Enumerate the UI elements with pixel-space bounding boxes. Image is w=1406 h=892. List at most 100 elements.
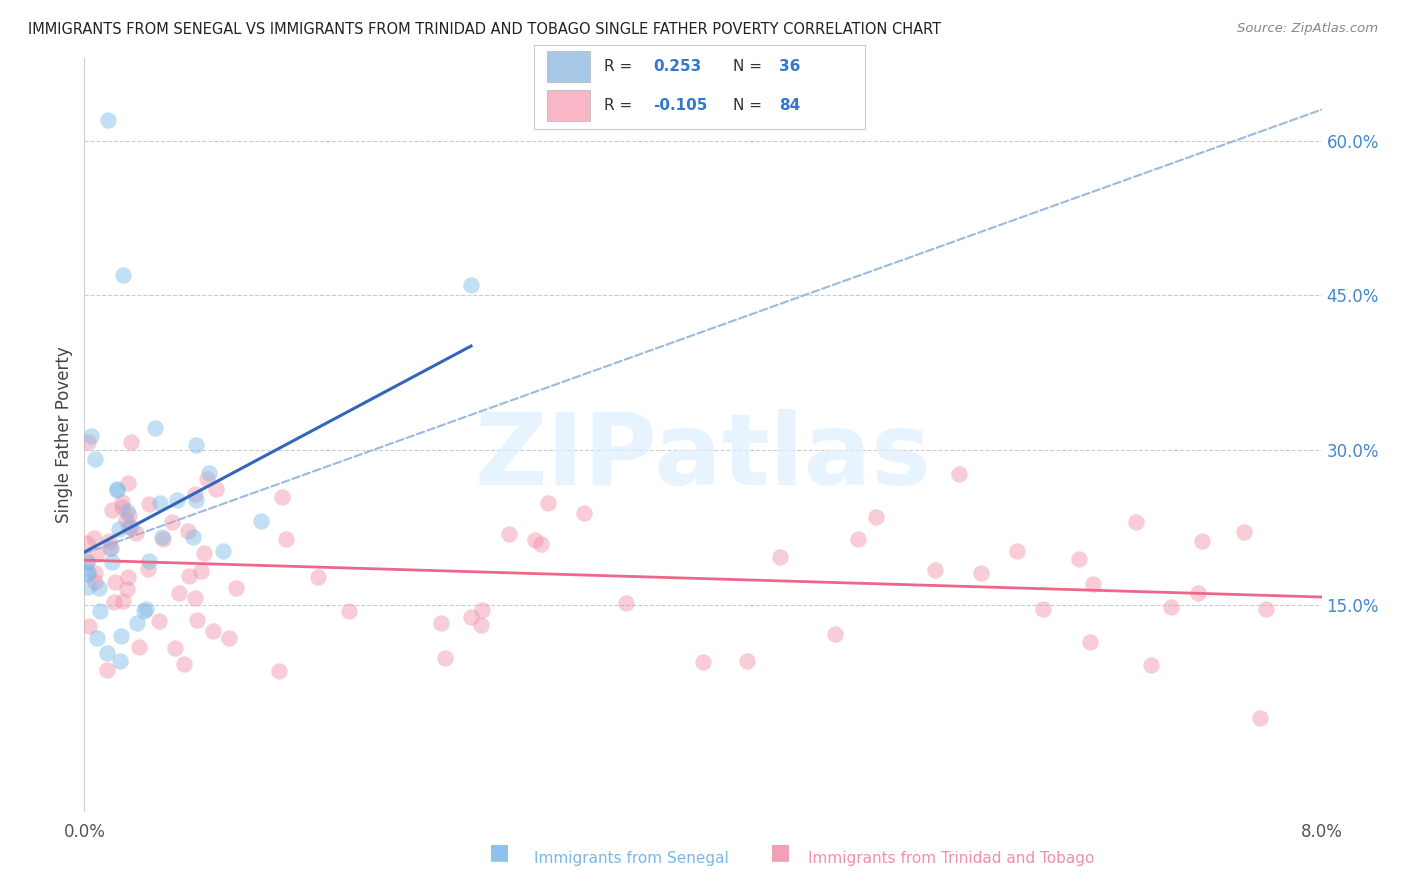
Point xyxy=(434,651,457,665)
Text: Immigrants from Senegal: Immigrants from Senegal xyxy=(534,851,730,865)
Point xyxy=(692,655,714,669)
Point xyxy=(101,555,124,569)
Point xyxy=(307,570,329,584)
Point xyxy=(212,543,235,558)
Point xyxy=(105,482,128,496)
Point xyxy=(98,541,121,556)
Text: R =: R = xyxy=(603,59,637,74)
Point xyxy=(225,581,247,595)
Point xyxy=(111,495,134,509)
Point xyxy=(1249,711,1271,725)
Point xyxy=(846,533,869,547)
Point xyxy=(112,594,135,608)
Point xyxy=(76,567,98,582)
Point xyxy=(1191,534,1213,549)
Point xyxy=(276,533,298,547)
Point xyxy=(143,421,166,435)
Point xyxy=(96,664,118,678)
Point xyxy=(118,508,141,523)
Point xyxy=(105,483,128,497)
Point xyxy=(250,514,273,528)
Point xyxy=(76,580,98,594)
Point xyxy=(186,614,208,628)
Point xyxy=(948,467,970,481)
Point xyxy=(100,503,122,517)
Point xyxy=(970,566,993,581)
Point xyxy=(84,574,107,589)
Point xyxy=(148,615,170,629)
FancyBboxPatch shape xyxy=(547,90,591,120)
Text: 36: 36 xyxy=(779,59,800,74)
Point xyxy=(337,604,360,618)
Point xyxy=(735,655,758,669)
Point xyxy=(184,591,207,605)
Text: Source: ZipAtlas.com: Source: ZipAtlas.com xyxy=(1237,22,1378,36)
Point xyxy=(138,554,160,568)
Point xyxy=(110,629,132,643)
Point xyxy=(924,563,946,577)
Point xyxy=(80,428,103,442)
Point xyxy=(460,278,482,293)
Point xyxy=(114,513,136,527)
Point xyxy=(87,581,110,595)
Point xyxy=(460,609,482,624)
Point xyxy=(77,566,100,580)
Point xyxy=(523,533,546,547)
Point xyxy=(1005,543,1028,558)
Point xyxy=(470,618,492,632)
Point xyxy=(218,631,240,645)
Text: N =: N = xyxy=(733,98,766,112)
Text: 0.253: 0.253 xyxy=(654,59,702,74)
Point xyxy=(77,435,100,450)
Point xyxy=(117,475,139,490)
Point xyxy=(195,472,218,486)
Point xyxy=(173,657,195,672)
Point xyxy=(127,615,149,630)
Point xyxy=(115,504,138,518)
Point xyxy=(117,570,139,584)
Point xyxy=(100,541,122,555)
Text: IMMIGRANTS FROM SENEGAL VS IMMIGRANTS FROM TRINIDAD AND TOBAGO SINGLE FATHER POV: IMMIGRANTS FROM SENEGAL VS IMMIGRANTS FR… xyxy=(28,22,941,37)
Point xyxy=(498,526,520,541)
Point xyxy=(125,526,148,541)
Point xyxy=(84,452,107,467)
Point xyxy=(138,498,160,512)
Point xyxy=(120,519,142,533)
Point xyxy=(150,530,173,544)
Point xyxy=(103,595,125,609)
Point xyxy=(1160,600,1182,615)
Point xyxy=(83,531,105,545)
Point xyxy=(184,493,207,508)
Point xyxy=(193,546,215,560)
Point xyxy=(430,615,453,630)
Point xyxy=(117,582,139,596)
Point xyxy=(96,647,118,661)
Point xyxy=(96,112,118,127)
Point xyxy=(89,604,111,618)
Point xyxy=(118,520,141,534)
FancyBboxPatch shape xyxy=(547,52,591,82)
Point xyxy=(167,586,190,600)
Point xyxy=(184,487,207,501)
Text: -0.105: -0.105 xyxy=(654,98,707,112)
Text: ■: ■ xyxy=(770,842,790,862)
Point xyxy=(1233,525,1256,540)
Point xyxy=(166,492,188,507)
Point xyxy=(162,515,184,529)
Point xyxy=(201,624,224,638)
Point xyxy=(83,566,105,580)
Point xyxy=(865,509,887,524)
Text: Immigrants from Trinidad and Tobago: Immigrants from Trinidad and Tobago xyxy=(808,851,1095,865)
Text: N =: N = xyxy=(733,59,766,74)
Y-axis label: Single Father Poverty: Single Father Poverty xyxy=(55,346,73,524)
Point xyxy=(470,603,492,617)
Point xyxy=(112,268,135,282)
Point xyxy=(110,654,132,668)
Point xyxy=(111,500,134,514)
Point xyxy=(177,524,200,538)
Point xyxy=(135,602,157,616)
Text: ■: ■ xyxy=(489,842,509,862)
Point xyxy=(152,532,174,546)
Point xyxy=(204,482,226,496)
Point xyxy=(76,553,98,567)
